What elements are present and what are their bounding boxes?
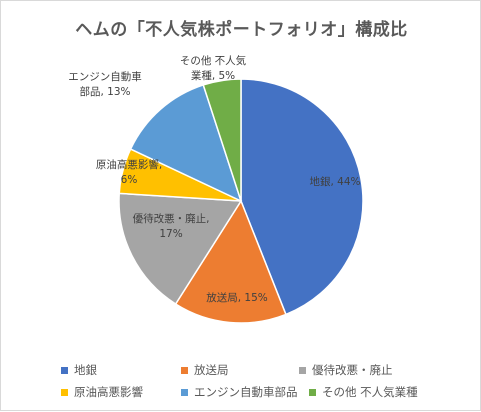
legend-swatch — [309, 388, 316, 396]
legend: 地銀 放送局 優待改悪・廃止 原油高悪影響 エンジン自動車部品 その他 不人気業種 — [61, 359, 461, 403]
data-label-1: 地銀, 44% — [309, 175, 360, 188]
legend-item-5: エンジン自動車部品 — [181, 384, 309, 400]
legend-item-4: 原油高悪影響 — [61, 384, 181, 400]
data-label-4: 原油高悪影響, 6% — [96, 158, 162, 186]
data-label-6: その他 不人気業種, 5% — [180, 54, 247, 82]
legend-label: その他 不人気業種 — [322, 385, 418, 399]
legend-item-3: 優待改悪・廃止 — [299, 362, 429, 378]
legend-label: エンジン自動車部品 — [194, 385, 298, 399]
legend-swatch — [181, 366, 188, 374]
legend-label: 放送局 — [194, 363, 229, 377]
legend-item-1: 地銀 — [61, 362, 181, 378]
legend-label: 地銀 — [74, 363, 97, 377]
pie-slice-5 — [129, 84, 243, 203]
legend-swatch — [61, 388, 68, 396]
legend-item-6: その他 不人気業種 — [309, 384, 439, 400]
pie-slice-2 — [174, 199, 287, 324]
chart-title: ヘムの「不人気株ポートフォリオ」構成比 — [75, 20, 408, 40]
legend-label: 原油高悪影響 — [74, 385, 143, 399]
legend-swatch — [61, 366, 68, 374]
pie-slice-6 — [202, 78, 242, 202]
legend-item-2: 放送局 — [181, 362, 299, 378]
legend-swatch — [181, 388, 188, 396]
pie-slice-1 — [240, 78, 364, 316]
data-label-2: 放送局, 15% — [206, 291, 268, 304]
data-label-3: 優待改悪・廃止, 17% — [133, 212, 210, 240]
pie-slice-3 — [118, 192, 243, 306]
data-label-5: エンジン自動車部品, 13% — [68, 70, 142, 98]
legend-label: 優待改悪・廃止 — [312, 363, 393, 377]
legend-swatch — [299, 366, 306, 374]
